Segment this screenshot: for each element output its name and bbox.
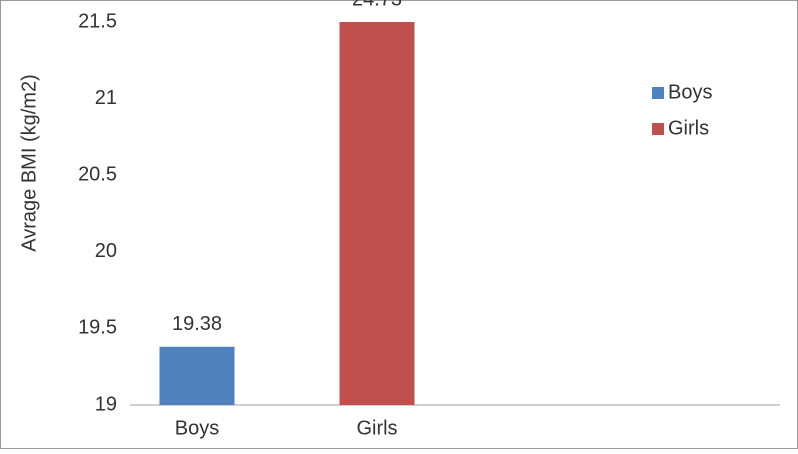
y-tick-label: 19 xyxy=(95,393,117,415)
bar xyxy=(339,22,415,405)
y-axis-label: Avrage BMI (kg/m2) xyxy=(18,74,40,251)
x-tick-label: Boys xyxy=(175,417,219,439)
legend-swatch xyxy=(652,87,664,99)
y-tick-label: 21 xyxy=(95,87,117,109)
legend-swatch xyxy=(652,123,664,135)
y-tick-label: 19.5 xyxy=(78,317,117,339)
legend-label: Girls xyxy=(668,117,709,139)
y-tick-label: 21.5 xyxy=(78,10,117,32)
y-tick-label: 20.5 xyxy=(78,163,117,185)
y-tick-label: 20 xyxy=(95,240,117,262)
data-label: 19.38 xyxy=(172,313,222,335)
legend-label: Boys xyxy=(668,81,712,103)
data-label: 24.73 xyxy=(352,0,402,10)
bar xyxy=(159,346,235,405)
x-tick-label: Girls xyxy=(356,417,397,439)
plot-area xyxy=(159,22,415,405)
